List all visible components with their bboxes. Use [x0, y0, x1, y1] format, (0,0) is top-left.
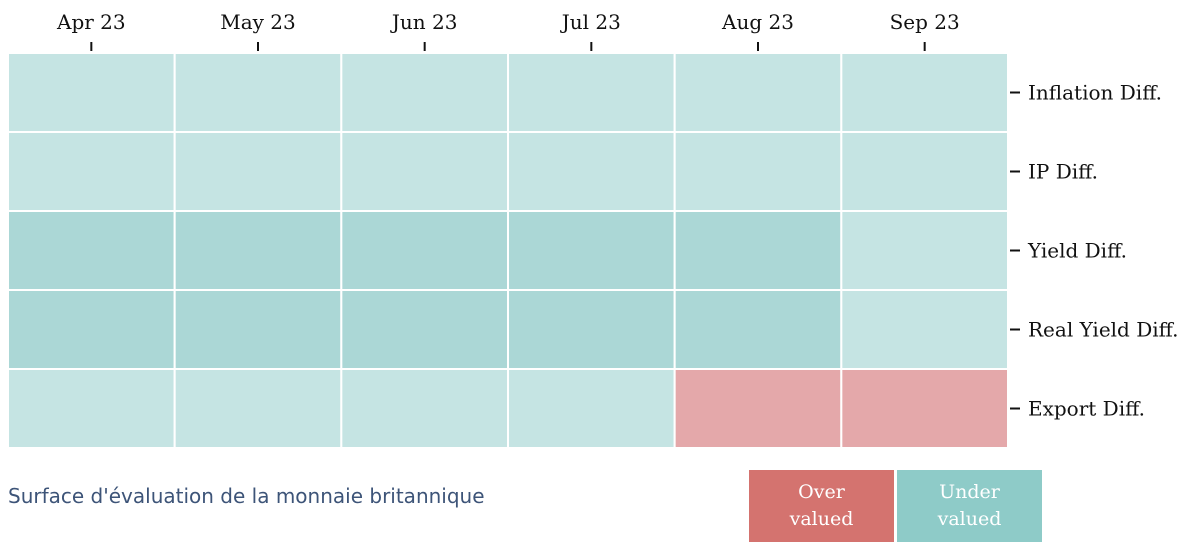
heat-cell — [840, 131, 1009, 212]
heat-cell — [507, 368, 676, 449]
heat-cell — [840, 210, 1009, 291]
legend-item: Over valued — [749, 470, 894, 542]
heat-cell — [840, 52, 1009, 133]
heat-cell — [7, 368, 176, 449]
heat-cell — [840, 289, 1009, 370]
heat-cell — [173, 289, 343, 370]
legend-item: Under valued — [897, 470, 1042, 542]
legend-label: Over valued — [789, 481, 854, 530]
heat-cell — [673, 131, 843, 212]
heat-cell — [340, 210, 510, 291]
heat-cell — [340, 131, 510, 212]
heat-cell — [507, 289, 676, 370]
heat-cell — [673, 52, 843, 133]
heat-cell — [340, 289, 510, 370]
y-tick-label: IP Diff. — [1028, 160, 1098, 184]
legend-label: Under valued — [937, 481, 1002, 530]
x-tick-label: Sep 23 — [890, 10, 960, 34]
heat-cell — [7, 52, 176, 133]
heat-cell — [173, 368, 343, 449]
y-tick-label: Export Diff. — [1028, 397, 1145, 421]
heat-cell — [673, 368, 843, 449]
heat-cell — [173, 210, 343, 291]
heat-cell — [173, 52, 343, 133]
x-tick-label: May 23 — [220, 10, 296, 34]
heat-cell — [507, 210, 676, 291]
x-tick-label: Aug 23 — [721, 10, 794, 34]
heat-cell — [7, 289, 176, 370]
heat-cell — [7, 210, 176, 291]
x-tick-label: Jun 23 — [390, 10, 458, 34]
heat-cell — [507, 52, 676, 133]
x-tick-label: Apr 23 — [56, 10, 126, 34]
heat-cell — [507, 131, 676, 212]
heatmap: Apr 23 May 23 Jun 23 Jul 23 Aug 23 Sep 23 Infl… — [7, 10, 1179, 449]
heat-cell — [673, 289, 843, 370]
caption: Surface d'évaluation de la monnaie brita… — [8, 484, 485, 508]
y-tick-label: Real Yield Diff. — [1028, 318, 1179, 342]
heat-cell — [173, 131, 343, 212]
x-tick-label: Jul 23 — [560, 10, 621, 34]
y-tick-label: Yield Diff. — [1027, 239, 1127, 263]
heat-cell — [840, 368, 1009, 449]
heat-cell — [340, 368, 510, 449]
heat-cell — [340, 52, 510, 133]
y-tick-label: Inflation Diff. — [1028, 81, 1162, 105]
heat-cell — [673, 210, 843, 291]
heat-cell — [7, 131, 176, 212]
